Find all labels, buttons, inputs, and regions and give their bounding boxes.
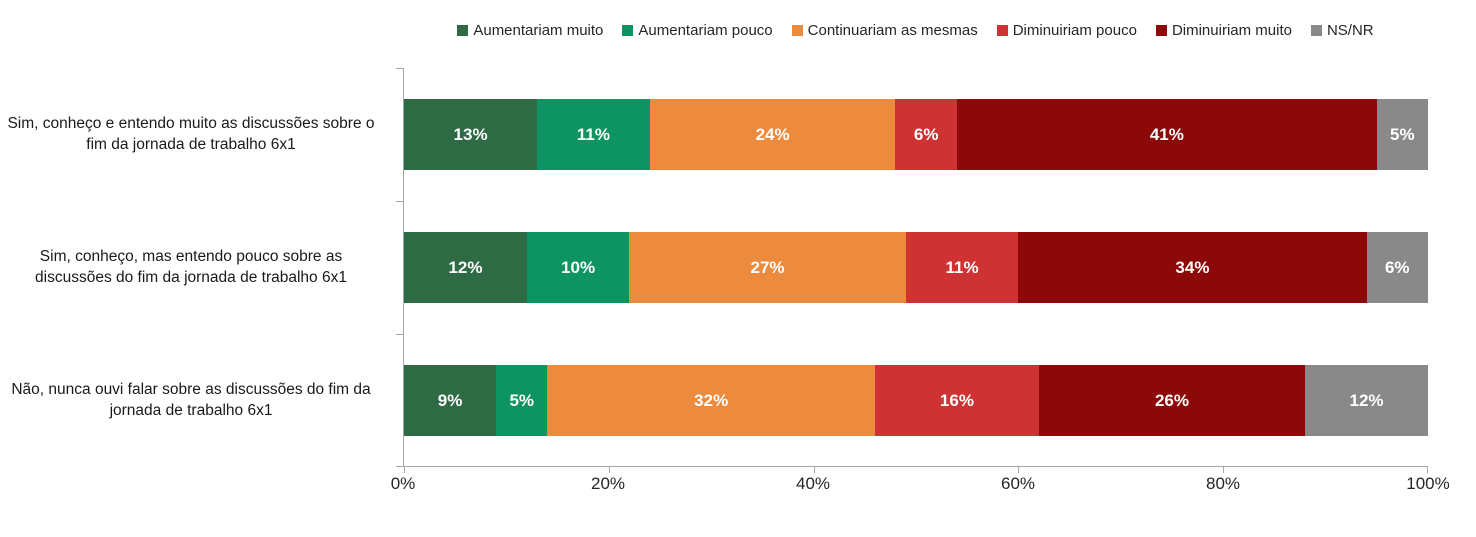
bar-segment: 26% bbox=[1038, 365, 1306, 436]
x-axis-tick bbox=[1223, 467, 1225, 473]
bar-segment-label: 11% bbox=[576, 124, 610, 144]
bar-segment-label: 32% bbox=[694, 390, 729, 410]
legend-label: Diminuiriam pouco bbox=[1012, 22, 1137, 39]
bar-segment: 5% bbox=[1376, 99, 1428, 170]
x-axis-tick-label: 60% bbox=[1000, 474, 1036, 493]
y-axis-tick bbox=[396, 466, 404, 467]
bar-segment: 41% bbox=[956, 99, 1377, 170]
legend-swatch-icon bbox=[791, 25, 803, 36]
category-label: Sim, conheço, mas entendo pouco sobre as… bbox=[0, 201, 382, 334]
bar-segment: 34% bbox=[1018, 232, 1367, 303]
category-label: Sim, conheço e entendo muito as discussõ… bbox=[0, 68, 382, 201]
bar-segment: 12% bbox=[404, 232, 527, 303]
x-axis-tick-label: 0% bbox=[390, 474, 416, 493]
bar-segment: 11% bbox=[537, 99, 650, 170]
legend-swatch-icon bbox=[996, 25, 1008, 36]
x-axis-tick bbox=[404, 467, 405, 473]
legend-swatch-icon bbox=[457, 25, 469, 36]
category-label: Não, nunca ouvi falar sobre as discussõe… bbox=[0, 334, 382, 467]
bar-row: 9% 5% 32% 16% 26% 12% bbox=[404, 334, 1428, 467]
bar-segment: 24% bbox=[649, 99, 896, 170]
legend-swatch-icon bbox=[1155, 25, 1167, 36]
bar-segment: 12% bbox=[1305, 365, 1428, 436]
legend-label: Aumentariam pouco bbox=[638, 22, 773, 39]
bar-segment-label: 5% bbox=[1390, 124, 1415, 144]
legend-item: Diminuiriam muito bbox=[1155, 22, 1292, 39]
bar-segment-label: 10% bbox=[561, 257, 596, 277]
x-axis-tick-label: 80% bbox=[1205, 474, 1241, 493]
legend-swatch-icon bbox=[1310, 25, 1322, 36]
legend-item: Continuariam as mesmas bbox=[791, 22, 978, 39]
category-label-text: Sim, conheço, mas entendo pouco sobre as… bbox=[35, 247, 347, 286]
x-axis-tick bbox=[608, 467, 610, 473]
bar-segment-label: 24% bbox=[755, 124, 790, 144]
chart-legend: Aumentariam muito Aumentariam pouco Contin… bbox=[403, 22, 1428, 39]
stacked-bar: 12% 10% 27% 11% 34% 6% bbox=[404, 232, 1428, 303]
y-axis-tick bbox=[396, 201, 404, 202]
bar-segment-label: 26% bbox=[1154, 390, 1189, 410]
bar-segment: 5% bbox=[496, 365, 548, 436]
bar-segment: 13% bbox=[404, 99, 538, 170]
bar-segment-label: 12% bbox=[1349, 390, 1384, 410]
bar-segment: 6% bbox=[1366, 232, 1428, 303]
legend-label: Aumentariam muito bbox=[473, 22, 604, 39]
bar-segment-label: 11% bbox=[945, 257, 979, 277]
x-axis-tick-label: 20% bbox=[590, 474, 626, 493]
bar-segment: 11% bbox=[905, 232, 1019, 303]
x-axis-tick bbox=[813, 467, 815, 473]
bar-segment-label: 12% bbox=[448, 257, 483, 277]
bar-row: 12% 10% 27% 11% 34% 6% bbox=[404, 201, 1428, 334]
bar-row: 13% 11% 24% 6% 41% 5% bbox=[404, 68, 1428, 201]
bar-segment-label: 6% bbox=[1384, 257, 1410, 277]
category-axis-labels: Sim, conheço e entendo muito as discussõ… bbox=[0, 68, 392, 467]
bar-segment: 9% bbox=[404, 365, 497, 436]
legend-swatch-icon bbox=[622, 25, 634, 36]
bar-segment-label: 34% bbox=[1175, 257, 1210, 277]
legend-label: Diminuiriam muito bbox=[1171, 22, 1292, 39]
bar-segment: 32% bbox=[547, 365, 876, 436]
bar-segment: 10% bbox=[526, 232, 630, 303]
legend-item: Aumentariam muito bbox=[457, 22, 603, 39]
y-axis-tick bbox=[396, 68, 404, 69]
bar-segment-label: 9% bbox=[437, 390, 463, 410]
bar-segment-label: 27% bbox=[750, 257, 785, 277]
legend-item: NS/NR bbox=[1310, 22, 1374, 39]
bar-segment-label: 16% bbox=[939, 390, 974, 410]
x-axis-tick-labels: 0% 20% 40% 60% 80% 100% bbox=[391, 474, 1450, 498]
category-label-text: Sim, conheço e entendo muito as discussõ… bbox=[7, 114, 375, 153]
legend-item: Aumentariam pouco bbox=[622, 22, 773, 39]
bar-segment: 6% bbox=[895, 99, 957, 170]
y-axis-tick bbox=[396, 334, 404, 335]
stacked-bar: 9% 5% 32% 16% 26% 12% bbox=[404, 365, 1428, 436]
plot-area: 13% 11% 24% 6% 41% 5% 12% 10% 27% 11% 34% 6% 9% 5% 32%… bbox=[396, 68, 1428, 473]
bar-segment-label: 5% bbox=[509, 390, 535, 410]
bar-segment-label: 13% bbox=[453, 124, 488, 144]
bar-segment: 16% bbox=[875, 365, 1039, 436]
x-axis-tick-label: 40% bbox=[795, 474, 831, 493]
x-axis-tick-label: 100% bbox=[1406, 474, 1450, 493]
legend-label: NS/NR bbox=[1326, 22, 1374, 39]
legend-label: Continuariam as mesmas bbox=[807, 22, 978, 39]
bar-segment-label: 41% bbox=[1149, 124, 1184, 144]
stacked-bar: 13% 11% 24% 6% 41% 5% bbox=[404, 99, 1428, 170]
bar-segment: 27% bbox=[629, 232, 906, 303]
legend-item: Diminuiriam pouco bbox=[996, 22, 1137, 39]
bar-segment-label: 6% bbox=[913, 124, 939, 144]
x-axis-tick bbox=[1427, 467, 1428, 473]
x-axis-tick bbox=[1018, 467, 1020, 473]
category-label-text: Não, nunca ouvi falar sobre as discussõe… bbox=[11, 380, 371, 419]
